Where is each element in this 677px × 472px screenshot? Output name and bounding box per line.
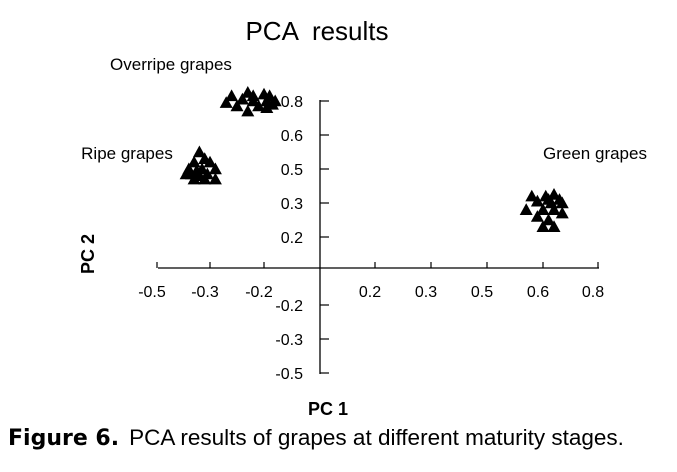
group-label-ripe: Ripe grapes <box>81 144 173 163</box>
data-point-green <box>547 188 561 200</box>
data-point-green <box>530 194 544 207</box>
x-tick-label: 0.2 <box>359 284 381 301</box>
y-tick-label: -0.5 <box>275 366 303 383</box>
y-axis-label: PC 2 <box>78 234 98 274</box>
data-point-green <box>530 210 544 222</box>
data-point-ripe <box>187 172 201 185</box>
data-point-overripe <box>219 96 233 108</box>
figure-caption: Figure 6. PCA results of grapes at differ… <box>8 425 673 461</box>
x-tick-label: 0.3 <box>415 284 437 301</box>
caption-label: Figure 6. <box>8 426 120 451</box>
group-label-green: Green grapes <box>543 144 647 163</box>
data-point-overripe <box>235 92 249 105</box>
y-tick-label: 0.6 <box>281 128 303 145</box>
chart-title: PCA results <box>245 16 388 46</box>
data-point-overripe <box>246 94 260 107</box>
data-point-overripe <box>265 97 279 110</box>
x-tick-label: 0.6 <box>527 284 549 301</box>
x-tick-label: -0.3 <box>191 284 219 301</box>
data-point-green <box>525 189 539 202</box>
y-tick-label: 0.5 <box>281 162 303 179</box>
y-tick-label: -0.2 <box>275 298 303 315</box>
x-tick-label: -0.2 <box>245 284 273 301</box>
data-point-overripe <box>241 104 255 117</box>
data-point-green <box>555 196 569 209</box>
data-point-green <box>547 220 561 232</box>
group-label-overripe: Overripe grapes <box>110 55 232 74</box>
x-tick-label: 0.8 <box>582 284 604 301</box>
data-point-green <box>536 220 550 232</box>
x-tick-label: -0.5 <box>138 284 166 301</box>
data-point-overripe <box>230 99 244 112</box>
y-tick-label: 0.8 <box>281 94 303 111</box>
data-point-ripe <box>198 172 212 185</box>
data-point-overripe <box>252 99 266 112</box>
data-point-green <box>547 203 561 215</box>
data-point-green <box>519 203 533 215</box>
data-point-green <box>542 213 555 226</box>
caption-text: PCA results of grapes at different matur… <box>129 425 624 450</box>
data-point-green <box>536 203 550 215</box>
y-tick-label: 0.3 <box>281 196 303 213</box>
data-point-ripe <box>203 155 217 168</box>
data-point-ripe <box>208 172 222 185</box>
data-point-ripe <box>192 145 206 158</box>
data-point-ripe <box>208 162 222 175</box>
pca-scatter-chart: PCA results PC 2 PC 1 -0.5 -0.3 -0.2 0.2 0.3… <box>78 16 647 419</box>
x-axis-label: PC 1 <box>308 399 348 419</box>
data-point-overripe <box>260 101 274 113</box>
data-point-green <box>555 206 569 219</box>
x-tick-label: 0.5 <box>471 284 493 301</box>
y-tick-label: 0.2 <box>281 230 303 247</box>
y-tick-label: -0.3 <box>275 332 303 349</box>
data-point-ripe <box>187 155 201 168</box>
data-point-overripe <box>225 89 239 102</box>
